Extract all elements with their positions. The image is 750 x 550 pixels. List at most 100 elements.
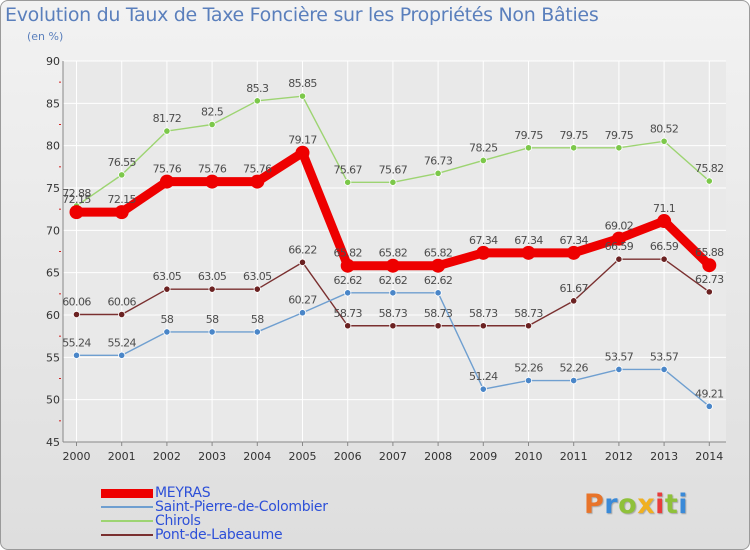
data-label-saint-pierre-de-colombier: 62.62	[379, 274, 408, 287]
point-saint-pierre-de-colombier	[72, 351, 81, 359]
y-tick-label: 80	[46, 140, 60, 153]
data-label-pont-de-labeaume: 63.05	[198, 270, 227, 283]
point-pont-de-labeaume	[208, 285, 216, 293]
data-label-chirols: 81.72	[153, 112, 182, 125]
data-label-meyras: 65.82	[379, 247, 408, 260]
data-label-chirols: 82.5	[201, 106, 224, 119]
point-chirols	[344, 178, 352, 186]
point-saint-pierre-de-colombier	[253, 328, 261, 336]
y-tick-label: 90	[46, 55, 60, 68]
data-label-pont-de-labeaume: 63.05	[153, 270, 182, 283]
point-meyras	[521, 245, 536, 260]
data-label-meyras: 67.34	[469, 234, 498, 247]
point-saint-pierre-de-colombier	[208, 328, 216, 336]
data-label-saint-pierre-de-colombier: 60.27	[288, 294, 317, 307]
point-meyras	[385, 258, 400, 273]
data-label-chirols: 75.82	[695, 162, 724, 175]
point-pont-de-labeaume	[163, 285, 171, 293]
data-label-chirols: 80.52	[650, 122, 679, 135]
point-chirols	[163, 127, 171, 135]
data-label-saint-pierre-de-colombier: 53.57	[650, 350, 679, 363]
data-label-meyras: 72.15	[62, 193, 91, 206]
logo-letter: o	[618, 489, 638, 520]
point-meyras	[159, 174, 174, 189]
data-label-chirols: 78.25	[469, 141, 498, 154]
point-pont-de-labeaume	[389, 322, 397, 330]
data-label-saint-pierre-de-colombier: 62.62	[424, 274, 453, 287]
data-label-chirols: 75.67	[379, 163, 408, 176]
point-saint-pierre-de-colombier	[389, 289, 397, 297]
point-pont-de-labeaume	[298, 258, 307, 266]
data-label-meyras: 71.1	[653, 202, 675, 215]
x-tick-label: 2010	[515, 450, 543, 463]
data-label-meyras: 75.76	[198, 163, 227, 176]
point-chirols	[253, 97, 261, 105]
x-tick-label: 2011	[560, 450, 588, 463]
point-meyras	[250, 174, 265, 189]
x-tick-label: 2004	[243, 450, 271, 463]
data-label-chirols: 72.88	[62, 187, 91, 200]
data-label-meyras: 75.76	[153, 163, 182, 176]
point-saint-pierre-de-colombier	[434, 289, 442, 297]
point-meyras	[611, 231, 626, 246]
point-chirols	[434, 169, 442, 177]
data-label-saint-pierre-de-colombier: 51.24	[469, 370, 498, 383]
data-label-saint-pierre-de-colombier: 55.24	[62, 336, 91, 349]
data-label-chirols: 79.75	[559, 129, 588, 142]
point-saint-pierre-de-colombier	[660, 365, 668, 374]
point-pont-de-labeaume	[72, 310, 81, 319]
data-label-pont-de-labeaume: 58.73	[469, 307, 498, 320]
x-tick-label: 2006	[334, 450, 362, 463]
data-label-saint-pierre-de-colombier: 58	[251, 313, 264, 326]
logo-letter: P	[584, 489, 605, 520]
data-label-saint-pierre-de-colombier: 53.57	[605, 350, 634, 363]
point-saint-pierre-de-colombier	[344, 289, 352, 297]
point-chirols	[705, 177, 713, 185]
data-label-saint-pierre-de-colombier: 52.26	[514, 362, 543, 375]
point-meyras	[205, 174, 220, 189]
data-label-meyras: 65.82	[333, 247, 362, 260]
data-label-meyras: 67.34	[514, 234, 543, 247]
x-tick-label: 2008	[424, 450, 452, 463]
plot-area	[63, 61, 726, 442]
point-meyras	[657, 214, 672, 229]
data-label-chirols: 75.67	[333, 163, 362, 176]
point-chirols	[389, 178, 397, 186]
data-label-saint-pierre-de-colombier: 55.24	[107, 336, 136, 349]
y-tick-label: 45	[46, 436, 60, 449]
data-label-pont-de-labeaume: 66.59	[650, 240, 679, 253]
y-tick-label: 65	[46, 267, 60, 280]
point-meyras	[476, 245, 491, 260]
x-tick-label: 2012	[605, 450, 633, 463]
point-chirols	[479, 156, 487, 165]
point-pont-de-labeaume	[344, 322, 352, 330]
chart-legend: MEYRAS Saint-Pierre-de-Colombier Chirols Po…	[101, 486, 328, 542]
legend-item: Pont-de-Labeaume	[101, 528, 328, 542]
data-label-saint-pierre-de-colombier: 52.26	[559, 362, 588, 375]
chart-data-labels: 60.06 60.06 63.05 63.05 63.05 66.22 58.73 58.73…	[62, 77, 724, 400]
legend-swatch	[101, 488, 153, 498]
chart-title: Evolution du Taux de Taxe Foncière sur l…	[5, 4, 599, 26]
chart-subtitle: (en %)	[27, 30, 64, 43]
chart-axes: 45 50 55 60 65 70 75 80 85 90 2000 2001 2002 2003 2004…	[46, 55, 726, 463]
chart-series	[69, 92, 717, 410]
data-label-chirols: 79.75	[514, 129, 543, 142]
data-label-pont-de-labeaume: 63.05	[243, 270, 272, 283]
x-tick-label: 2009	[469, 450, 497, 463]
data-label-saint-pierre-de-colombier: 58	[160, 313, 173, 326]
point-pont-de-labeaume	[118, 310, 126, 319]
data-label-pont-de-labeaume: 60.06	[107, 295, 136, 308]
point-pont-de-labeaume	[660, 255, 668, 263]
point-meyras	[295, 145, 310, 160]
data-label-pont-de-labeaume: 60.06	[62, 295, 91, 308]
point-saint-pierre-de-colombier	[615, 365, 623, 374]
point-saint-pierre-de-colombier	[570, 376, 578, 385]
point-pont-de-labeaume	[253, 285, 261, 293]
logo-letter: i	[678, 489, 689, 520]
data-label-chirols: 85.85	[288, 77, 317, 90]
logo-letter: r	[604, 489, 619, 520]
data-label-meyras: 79.17	[288, 134, 317, 147]
point-meyras	[114, 205, 129, 220]
